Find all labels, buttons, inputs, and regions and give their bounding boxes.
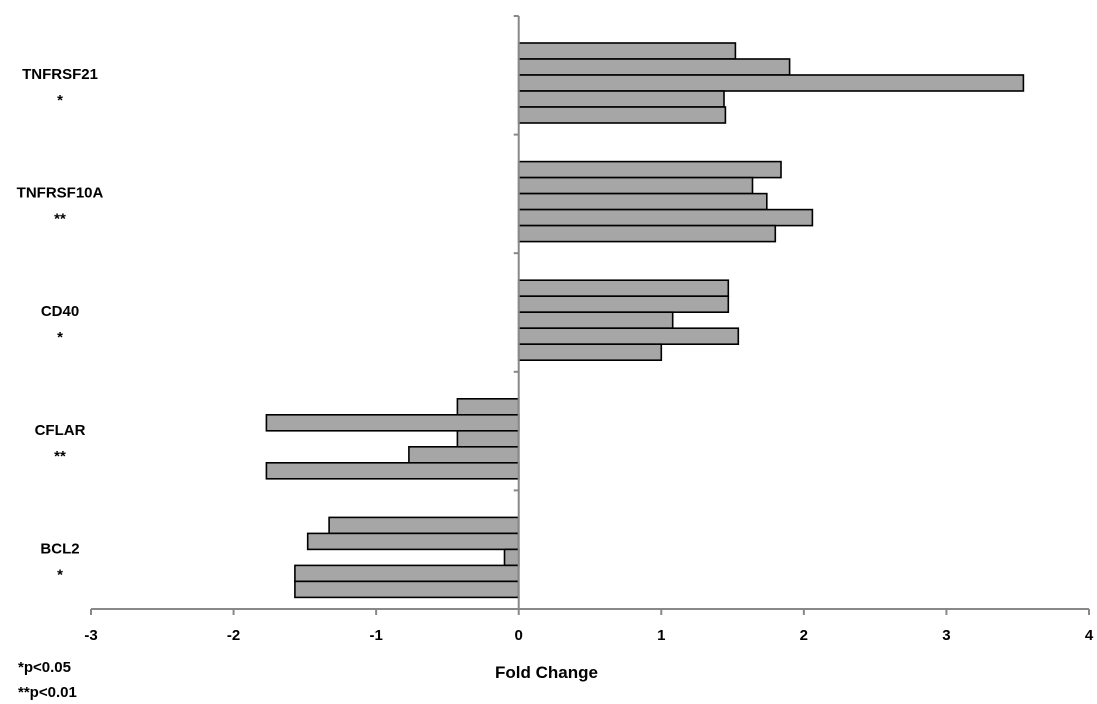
significance-label-cd40: * (57, 329, 63, 346)
bar-tnfrsf21-5 (517, 106, 727, 124)
bar-bcl2-2 (306, 532, 520, 551)
bar-tnfrsf21-2 (517, 58, 791, 76)
x-tick-label: -3 (84, 627, 97, 644)
x-tick-label: 1 (657, 627, 665, 644)
x-axis-label: Fold Change (495, 663, 598, 682)
bar-cd40-3 (517, 311, 674, 330)
x-tick-label: 4 (1085, 627, 1094, 644)
x-tick-label: -2 (227, 627, 240, 644)
bar-cd40-5 (517, 343, 663, 362)
bar-cd40-1 (517, 279, 730, 298)
x-tick-label: 2 (800, 627, 808, 644)
footnote-p001: **p<0.01 (18, 684, 77, 701)
bars-group (265, 42, 1025, 599)
bar-tnfrsf10a-4 (517, 208, 814, 227)
bar-cd40-4 (517, 327, 740, 346)
bar-cflar-4 (408, 445, 520, 464)
bar-cd40-2 (517, 295, 730, 314)
category-label-cflar: CFLAR (35, 422, 86, 439)
category-label-tnfrsf10a: TNFRSF10A (17, 185, 104, 202)
significance-label-tnfrsf10a: ** (54, 211, 66, 228)
category-label-bcl2: BCL2 (40, 540, 79, 557)
bar-tnfrsf10a-1 (517, 160, 782, 179)
x-tick-label: 0 (515, 627, 523, 644)
bar-tnfrsf10a-3 (517, 192, 768, 211)
bar-tnfrsf10a-5 (517, 224, 777, 243)
axes-group (90, 15, 1090, 615)
bar-bcl2-1 (328, 516, 520, 535)
category-label-tnfrsf21: TNFRSF21 (22, 66, 98, 83)
significance-label-bcl2: * (57, 566, 63, 583)
category-label-cd40: CD40 (41, 303, 79, 320)
bar-cflar-2 (265, 413, 520, 432)
bar-tnfrsf21-1 (517, 42, 737, 60)
footnote-p005: *p<0.05 (18, 659, 71, 676)
x-tick-label: -1 (369, 627, 382, 644)
labels-group: TNFRSF21 * TNFRSF10A ** CD40 * CFLAR ** BCL2 * -3 -… (17, 66, 1094, 644)
x-tick-label: 3 (942, 627, 950, 644)
bar-bcl2-3 (503, 548, 520, 567)
bar-cflar-3 (456, 429, 520, 448)
bar-cflar-5 (265, 461, 520, 480)
bar-tnfrsf21-3 (517, 74, 1025, 92)
bar-bcl2-4 (294, 564, 520, 583)
bar-tnfrsf21-4 (517, 90, 725, 108)
bar-tnfrsf10a-2 (517, 176, 754, 195)
bar-bcl2-5 (294, 580, 520, 599)
significance-label-tnfrsf21: * (57, 92, 63, 109)
significance-label-cflar: ** (54, 448, 66, 465)
bar-cflar-1 (456, 397, 520, 416)
